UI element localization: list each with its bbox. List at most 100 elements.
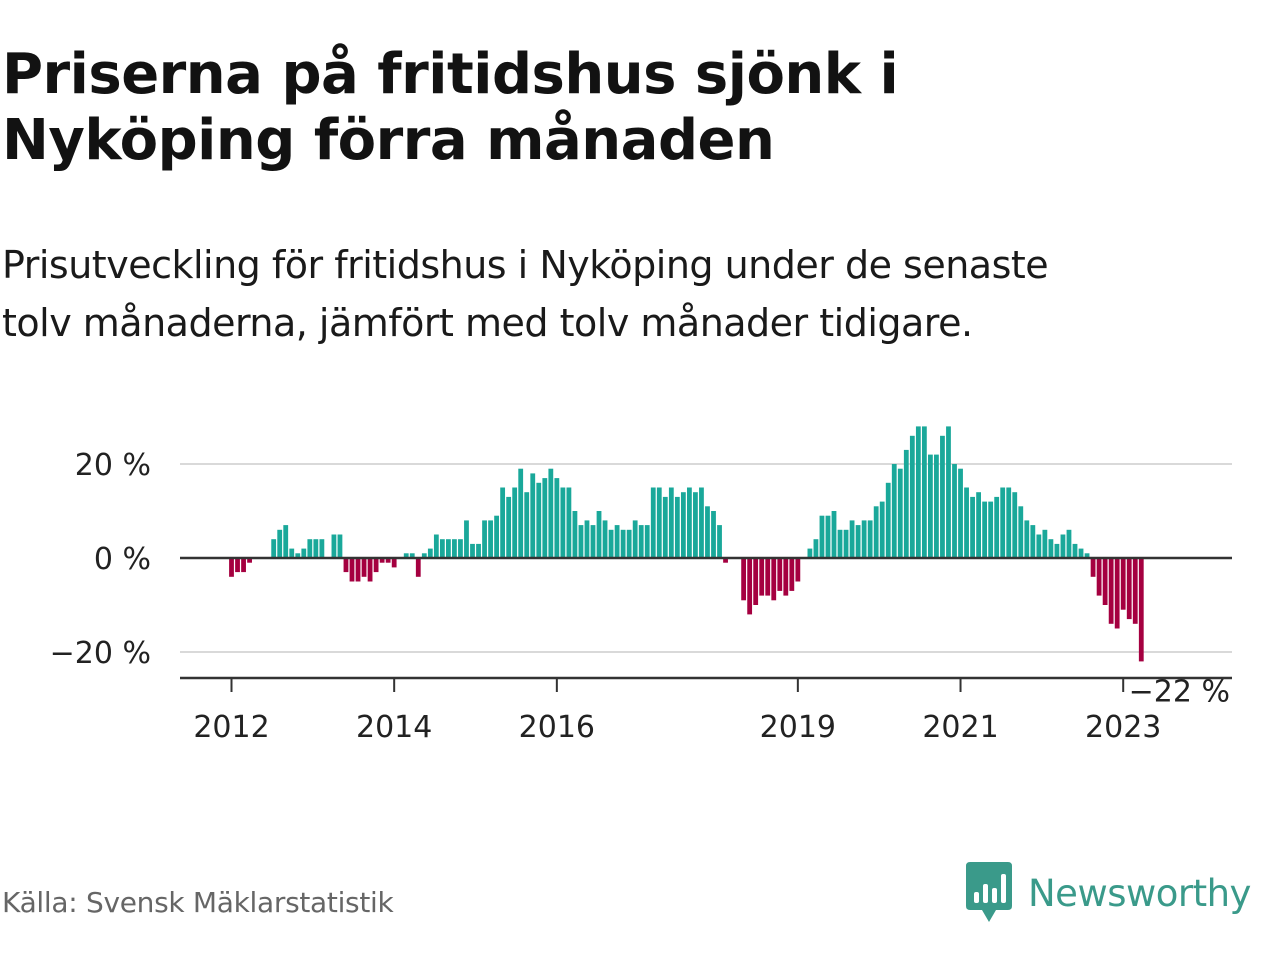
- bar: [1060, 534, 1066, 558]
- bar: [940, 435, 945, 558]
- bar: [289, 548, 295, 558]
- bar: [614, 525, 620, 558]
- bar: [301, 548, 307, 558]
- bar: [1102, 558, 1108, 605]
- bar: [476, 543, 481, 558]
- bar: [1018, 506, 1024, 558]
- bar: [578, 525, 584, 558]
- bar: [361, 558, 367, 577]
- bar: [807, 548, 813, 558]
- bar: [427, 548, 433, 558]
- bar: [452, 539, 457, 558]
- bar: [1126, 558, 1132, 620]
- bar: [789, 558, 795, 591]
- bar: [1006, 487, 1012, 558]
- y-tick-label: 0 %: [94, 542, 151, 577]
- bar: [295, 553, 301, 558]
- bar: [759, 558, 765, 596]
- bar: [717, 525, 722, 558]
- bar: [470, 543, 475, 558]
- bar: [656, 487, 662, 558]
- bar: [307, 539, 313, 558]
- newsworthy-logo-icon: [966, 862, 1012, 922]
- bar: [319, 539, 325, 558]
- bar: [229, 558, 234, 577]
- bar: [271, 539, 277, 558]
- bar: [1138, 558, 1144, 662]
- bar: [409, 553, 415, 558]
- bar: [391, 558, 397, 568]
- bar: [1072, 543, 1078, 558]
- bar: [608, 529, 614, 558]
- bar: [554, 478, 560, 558]
- bar: [506, 496, 512, 558]
- bar: [632, 520, 638, 558]
- bar: [536, 482, 542, 558]
- bar: [952, 464, 957, 558]
- bar: [373, 558, 379, 573]
- bar: [837, 529, 843, 558]
- bar: [843, 529, 849, 558]
- bar: [867, 520, 873, 558]
- bar: [283, 525, 289, 558]
- bar: [482, 520, 487, 558]
- bar: [909, 435, 915, 558]
- bar: [705, 506, 710, 558]
- bar: [885, 482, 891, 558]
- bar: [343, 558, 349, 573]
- bar: [777, 558, 783, 591]
- bar: [1120, 558, 1126, 610]
- bar: [753, 558, 759, 605]
- bar: [771, 558, 777, 601]
- bar: [891, 464, 897, 558]
- bar: [1108, 558, 1114, 624]
- bar: [548, 468, 554, 558]
- bar: [855, 525, 861, 558]
- bar: [584, 520, 590, 558]
- bar: [385, 558, 391, 563]
- bar: [1090, 558, 1096, 577]
- bar: [247, 558, 252, 563]
- chart-subtitle-line-2: tolv månaderna, jämfört med tolv månader…: [2, 301, 973, 345]
- brand-logo[interactable]: Newsworthy: [964, 862, 1251, 924]
- bar: [566, 487, 572, 558]
- x-tick-label: 2021: [922, 710, 998, 745]
- chart-subtitle-line-1: Prisutveckling för fritidshus i Nyköping…: [2, 243, 1049, 287]
- bar: [1024, 520, 1030, 558]
- brand-name: Newsworthy: [1028, 871, 1251, 915]
- bar: [572, 511, 578, 558]
- bar: [747, 558, 753, 615]
- bar: [1078, 548, 1084, 558]
- bar: [1000, 487, 1006, 558]
- bar: [765, 558, 771, 596]
- bar: [446, 539, 451, 558]
- bar: [915, 426, 921, 558]
- bar: [897, 468, 903, 558]
- x-tick-label: 2016: [519, 710, 595, 745]
- bar: [964, 487, 969, 558]
- x-tick-label: 2023: [1085, 710, 1161, 745]
- bar: [602, 520, 608, 558]
- bar: [1036, 534, 1042, 558]
- bar: [1114, 558, 1120, 629]
- bar: [699, 487, 704, 558]
- bar: [367, 558, 373, 582]
- bar: [620, 529, 626, 558]
- bar: [626, 529, 632, 558]
- bar: [560, 487, 566, 558]
- bar: [687, 487, 692, 558]
- bar: [849, 520, 855, 558]
- bar: [458, 539, 463, 558]
- y-tick-label: −20 %: [50, 636, 151, 671]
- bar: [403, 553, 409, 558]
- bar: [277, 529, 283, 558]
- bar: [928, 454, 933, 558]
- bar: [825, 515, 831, 558]
- bar: [542, 478, 548, 558]
- x-tick-label: 2012: [193, 710, 269, 745]
- bar: [331, 534, 337, 558]
- bar: [596, 511, 602, 558]
- bar-chart: 20 % 0 % −20 % 2012 2014 2016 2019 2021 2023−22 …: [50, 426, 1232, 745]
- bar: [879, 501, 885, 558]
- bar: [1054, 543, 1060, 558]
